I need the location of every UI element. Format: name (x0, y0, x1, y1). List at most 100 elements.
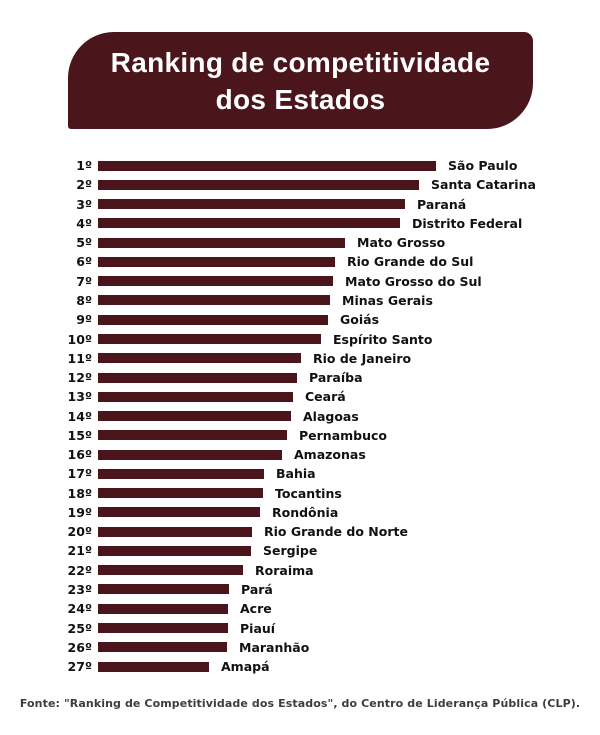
rank-bar (98, 314, 328, 325)
ranking-row: 12º Paraíba (0, 368, 600, 387)
state-label: Pernambuco (299, 427, 388, 443)
rank-label: 19º (67, 504, 92, 520)
state-label: Amazonas (294, 447, 366, 463)
state-label: Maranhão (239, 639, 310, 655)
rank-bar (98, 565, 243, 576)
rank-bar (98, 334, 321, 345)
state-label: Roraima (255, 562, 314, 578)
ranking-row: 2º Santa Catarina (0, 175, 600, 194)
rank-bar (98, 295, 330, 306)
ranking-row: 8º Minas Gerais (0, 291, 600, 310)
rank-label: 2º (76, 177, 92, 193)
state-label: Minas Gerais (342, 292, 433, 308)
rank-label: 27º (67, 659, 92, 675)
ranking-row: 10º Espírito Santo (0, 329, 600, 348)
rank-label: 15º (67, 427, 92, 443)
rank-label: 14º (67, 408, 92, 424)
state-label: Rondônia (272, 504, 339, 520)
rank-bar (98, 545, 251, 556)
ranking-row: 7º Mato Grosso do Sul (0, 272, 600, 291)
rank-bar (98, 218, 400, 229)
ranking-row: 21º Sergipe (0, 541, 600, 560)
state-label: Rio de Janeiro (313, 350, 412, 366)
rank-bar (98, 603, 228, 614)
ranking-list: 1º São Paulo 2º Santa Catarina 3º Paraná… (0, 156, 600, 676)
rank-label: 26º (67, 639, 92, 655)
rank-label: 10º (67, 331, 92, 347)
rank-label: 24º (67, 601, 92, 617)
rank-label: 11º (67, 350, 92, 366)
state-label: Sergipe (263, 543, 318, 559)
rank-bar (98, 256, 335, 267)
rank-label: 8º (76, 292, 92, 308)
state-label: Piauí (240, 620, 276, 636)
rank-label: 9º (76, 312, 92, 328)
rank-bar (98, 160, 436, 171)
rank-bar (98, 430, 287, 441)
ranking-row: 5º Mato Grosso (0, 233, 600, 252)
state-label: Amapá (221, 659, 270, 675)
ranking-row: 26º Maranhão (0, 638, 600, 657)
rank-label: 20º (67, 524, 92, 540)
ranking-row: 18º Tocantins (0, 484, 600, 503)
page-title-line1: Ranking de competitividade (110, 46, 491, 78)
ranking-row: 9º Goiás (0, 310, 600, 329)
rank-bar (98, 507, 260, 518)
rank-bar (98, 237, 345, 248)
state-label: Paraíba (309, 370, 363, 386)
ranking-row: 11º Rio de Janeiro (0, 349, 600, 368)
rank-label: 21º (67, 543, 92, 559)
rank-bar (98, 449, 282, 460)
title-banner: Ranking de competitividade dos Estados (68, 32, 533, 129)
ranking-row: 24º Acre (0, 599, 600, 618)
ranking-row: 25º Piauí (0, 618, 600, 637)
state-label: Mato Grosso (357, 235, 446, 251)
rank-label: 17º (67, 466, 92, 482)
rank-bar (98, 623, 228, 633)
rank-label: 1º (76, 158, 92, 174)
state-label: Ceará (305, 389, 346, 405)
rank-bar (98, 372, 297, 383)
ranking-row: 14º Alagoas (0, 406, 600, 425)
rank-label: 16º (67, 447, 92, 463)
rank-label: 18º (67, 485, 92, 501)
rank-label: 22º (67, 562, 92, 578)
rank-bar (98, 661, 209, 672)
ranking-row: 23º Pará (0, 580, 600, 599)
rank-label: 6º (76, 254, 92, 270)
state-label: Paraná (417, 196, 467, 212)
rank-bar (98, 411, 291, 422)
ranking-row: 16º Amazonas (0, 445, 600, 464)
ranking-row: 15º Pernambuco (0, 426, 600, 445)
state-label: Pará (241, 581, 273, 597)
rank-bar (98, 391, 293, 402)
state-label: Distrito Federal (412, 215, 523, 231)
state-label: Acre (240, 601, 272, 617)
state-label: Tocantins (275, 485, 342, 501)
rank-label: 25º (67, 620, 92, 636)
rank-label: 3º (76, 196, 92, 212)
rank-bar (98, 353, 301, 364)
ranking-row: 1º São Paulo (0, 156, 600, 175)
ranking-row: 27º Amapá (0, 657, 600, 676)
ranking-row: 19º Rondônia (0, 503, 600, 522)
ranking-row: 3º Paraná (0, 195, 600, 214)
ranking-row: 22º Roraima (0, 561, 600, 580)
rank-label: 12º (67, 370, 92, 386)
rank-label: 4º (76, 215, 92, 231)
ranking-row: 4º Distrito Federal (0, 214, 600, 233)
ranking-row: 13º Ceará (0, 387, 600, 406)
rank-bar (98, 276, 333, 287)
state-label: Santa Catarina (431, 177, 536, 193)
state-label: São Paulo (448, 158, 518, 174)
rank-bar (98, 642, 227, 653)
rank-bar (98, 584, 229, 595)
rank-bar (98, 468, 264, 479)
ranking-row: 6º Rio Grande do Sul (0, 252, 600, 271)
state-label: Goiás (340, 312, 380, 328)
rank-bar (98, 526, 252, 537)
source-footer: Fonte: "Ranking de Competitividade dos E… (19, 697, 581, 710)
state-label: Rio Grande do Sul (347, 254, 474, 270)
rank-bar (98, 179, 419, 190)
